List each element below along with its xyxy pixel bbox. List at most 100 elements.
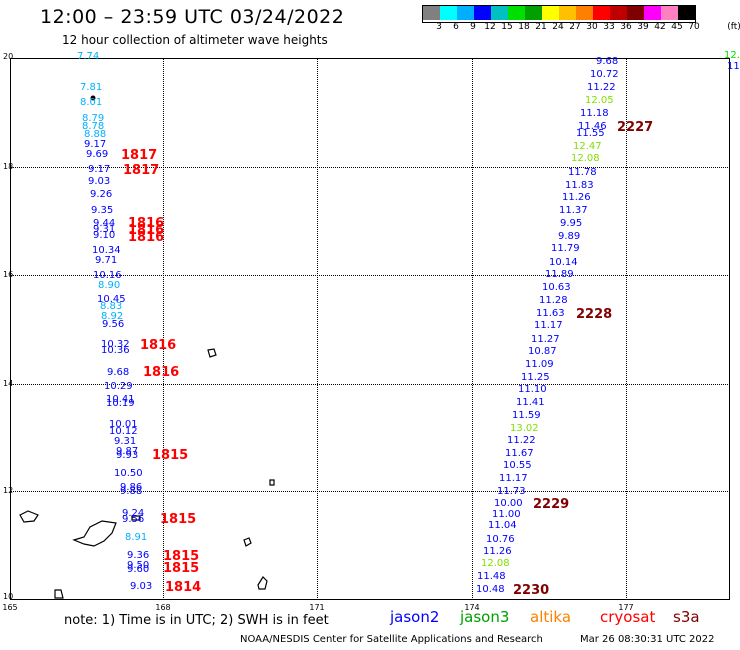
wave-height-label: 11.73: [497, 486, 526, 497]
wave-height-label: 9.93: [116, 450, 139, 461]
wave-height-label: 9.03: [88, 176, 111, 187]
point-marker: [90, 95, 96, 101]
wave-height-label: 13.02: [510, 423, 539, 434]
wave-height-label: 10.00: [494, 498, 523, 509]
wave-height-label: 9.35: [91, 205, 114, 216]
pass-time-label: 1816: [128, 216, 165, 231]
source-credit: NOAA/NESDIS Center for Satellite Applica…: [240, 634, 543, 645]
island-outline: [257, 576, 268, 590]
wave-height-label: 12.08: [571, 153, 600, 164]
wave-height-label: 8.91: [125, 532, 148, 543]
pass-time-label: 1815: [163, 549, 200, 564]
wave-height-label: 10.16: [93, 270, 122, 281]
wave-height-label: 10.36: [101, 345, 130, 356]
legend-swatch: [508, 6, 525, 20]
wave-height-label: 12.47: [573, 141, 602, 152]
wave-height-label: 11.48: [477, 571, 506, 582]
map-subtitle: 12 hour collection of altimeter wave hei…: [62, 33, 328, 47]
legend-label: 36: [620, 22, 632, 32]
wave-height-label: 10.41: [106, 394, 135, 405]
grid-line-lat-12: [10, 491, 730, 492]
wave-height-label: 11.37: [559, 205, 588, 216]
wave-height-label: 9.44: [93, 218, 116, 229]
island-outline: [72, 520, 117, 547]
wave-height-label: 9.86: [120, 482, 143, 493]
wave-height-label: 9.60: [127, 564, 150, 575]
legend-label: 9: [470, 22, 476, 32]
wave-height-label: 11.46: [578, 121, 607, 132]
pass-time-label: 1815: [160, 512, 197, 527]
wave-height-label: 8.92: [101, 311, 124, 322]
legend-swatch: [491, 6, 508, 20]
legend-jason2: jason2: [390, 608, 440, 626]
wave-height-label: 9.31: [93, 224, 116, 235]
legend-label: 30: [586, 22, 598, 32]
legend-swatch: [576, 6, 593, 20]
wave-height-label: 11.89: [545, 269, 574, 280]
wave-height-label: 10.01: [109, 419, 138, 430]
pass-time-label: 1817: [123, 163, 160, 178]
wave-height-label: 9.31: [114, 436, 137, 447]
wave-height-label: 12.08: [481, 558, 510, 569]
wave-height-label: 9.10: [93, 230, 116, 241]
lat-label: 16: [3, 270, 14, 279]
legend-label: 18: [518, 22, 530, 32]
lon-label: 168: [155, 603, 171, 612]
legend-altika: altika: [530, 608, 572, 626]
lon-label: 174: [464, 603, 480, 612]
wave-height-label: 9.87: [116, 446, 139, 457]
legend-swatch: [610, 6, 627, 20]
wave-height-label: 9.56: [122, 514, 145, 525]
grid-line-lon-171: [317, 58, 318, 600]
lat-label: 18: [3, 162, 14, 171]
grid-line-lat-18: [10, 167, 730, 168]
wave-height-label: 11.09: [525, 359, 554, 370]
legend-label: 12: [484, 22, 496, 32]
lon-label: 171: [309, 603, 325, 612]
pass-time-label: 2230: [513, 583, 550, 598]
wave-height-label: 8.83: [100, 301, 123, 312]
legend-label: 39: [637, 22, 649, 32]
generated-timestamp: Mar 26 08:30:31 UTC 2022: [580, 634, 715, 645]
wave-height-label: 9.24: [122, 508, 145, 519]
wave-height-label: 9.26: [90, 189, 113, 200]
wave-height-label: 11.27: [531, 334, 560, 345]
map-title: 12:00 – 23:59 UTC 03/24/2022: [40, 6, 345, 28]
wave-height-label: 11: [727, 61, 740, 72]
pass-time-label: 1815: [163, 561, 200, 576]
pass-time-label: 2228: [576, 307, 613, 322]
legend-swatch: [542, 6, 559, 20]
wave-height-label: 10.72: [590, 69, 619, 80]
pass-time-label: 1817: [121, 148, 158, 163]
wave-height-label: 10.45: [97, 294, 126, 305]
pass-time-label: 1815: [152, 448, 189, 463]
legend-swatch: [440, 6, 457, 20]
pass-time-label: 2229: [533, 497, 570, 512]
wave-height-label: 11.00: [492, 509, 521, 520]
legend-swatch: [457, 6, 474, 20]
footnote: note: 1) Time is in UTC; 2) SWH is in fe…: [64, 613, 329, 628]
legend-swatch: [661, 6, 678, 20]
wave-height-label: 10.34: [92, 245, 121, 256]
wave-height-label: 10.12: [109, 426, 138, 437]
legend-label: 42: [654, 22, 666, 32]
wave-height-label: 11.18: [580, 108, 609, 119]
grid-line-lat-16: [10, 275, 730, 276]
wave-height-label: 11.25: [521, 372, 550, 383]
wave-height-label: 7.74: [77, 51, 100, 62]
island-outline: [243, 537, 252, 547]
island-outline: [54, 589, 64, 599]
legend-jason3: jason3: [460, 608, 510, 626]
legend-swatch: [678, 6, 695, 20]
island-outline: [207, 348, 217, 358]
lat-label: 20: [3, 52, 14, 61]
island-outline: [269, 479, 275, 486]
wave-height-label: 9.68: [596, 56, 619, 67]
wave-height-label: 11.59: [512, 410, 541, 421]
wave-height-label: 11.22: [507, 435, 536, 446]
wave-height-label: 8.78: [82, 121, 105, 132]
lon-label: 177: [618, 603, 634, 612]
wave-height-label: 10.19: [106, 398, 135, 409]
wave-height-label: 10.76: [486, 534, 515, 545]
legend-swatch: [525, 6, 542, 20]
